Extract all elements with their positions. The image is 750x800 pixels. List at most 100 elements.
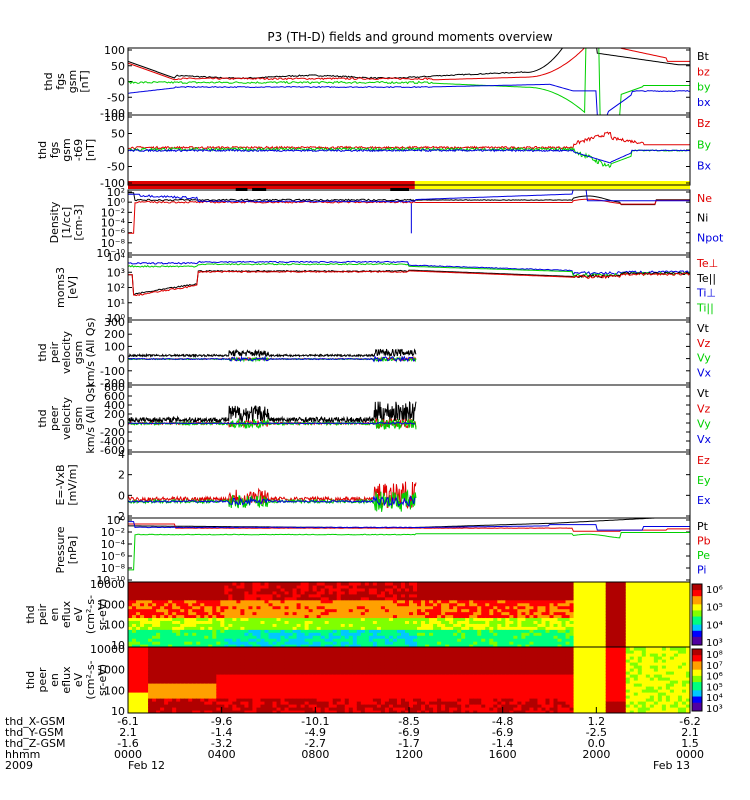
heatmap-cell [152, 659, 157, 663]
heatmap-cell [312, 659, 318, 663]
heatmap-cell [629, 644, 635, 647]
heatmap-cell [597, 599, 603, 604]
heatmap-cell [392, 596, 398, 601]
heatmap-cell [340, 602, 346, 607]
heatmap-cell [140, 638, 145, 642]
heatmap-cell [625, 596, 631, 601]
heatmap-cell [308, 593, 314, 598]
heatmap-cell [240, 582, 246, 586]
heatmap-cell [264, 683, 270, 687]
heatmap-cell [132, 608, 137, 613]
heatmap-cell [316, 623, 322, 627]
heatmap-cell [328, 638, 334, 642]
heatmap-cell [649, 605, 655, 610]
heatmap-cell [232, 671, 237, 675]
heatmap-cell [188, 653, 193, 657]
heatmap-cell [244, 620, 250, 624]
heatmap-cell [665, 620, 671, 624]
heatmap-cell [645, 617, 651, 622]
heatmap-cell [372, 650, 378, 654]
heatmap-cell [284, 701, 290, 705]
heatmap-cell [621, 608, 627, 613]
heatmap-cell [641, 635, 647, 639]
heatmap-cell [569, 644, 575, 647]
heatmap-cell [240, 608, 246, 613]
heatmap-cell [673, 599, 679, 604]
heatmap-cell [392, 698, 398, 702]
heatmap-cell [324, 641, 330, 645]
heatmap-cell [208, 668, 213, 672]
heatmap-cell [204, 638, 209, 642]
heatmap-cell [164, 671, 169, 675]
heatmap-cell [637, 602, 643, 607]
heatmap-cell [633, 602, 639, 607]
heatmap-cell [593, 587, 599, 592]
heatmap-cell [425, 587, 430, 592]
heatmap-cell [589, 635, 595, 639]
heatmap-cell [212, 626, 217, 630]
heatmap-cell [132, 671, 137, 675]
heatmap-cell [521, 617, 527, 622]
heatmap-cell [633, 635, 639, 639]
heatmap-cell [409, 611, 414, 616]
heatmap-cell [292, 620, 298, 624]
heatmap-cell [521, 584, 527, 589]
heatmap-cell [649, 641, 655, 645]
heatmap-cell [573, 590, 579, 595]
heatmap-cell [380, 623, 386, 627]
heatmap-cell [160, 701, 165, 705]
heatmap-cell [517, 593, 522, 598]
heatmap-cell [348, 638, 354, 642]
heatmap-cell [669, 602, 675, 607]
heatmap-cell [256, 683, 262, 687]
heatmap-cell [296, 608, 302, 613]
heatmap-cell [609, 608, 615, 613]
heatmap-cell [172, 602, 177, 607]
heatmap-cell [569, 623, 575, 627]
heatmap-cell [348, 582, 354, 586]
heatmap-cell [621, 617, 627, 622]
heatmap-cell [236, 671, 241, 675]
heatmap-cell [360, 680, 366, 684]
heatmap-cell [324, 695, 330, 699]
heatmap-cell [308, 650, 314, 654]
heatmap-cell [160, 614, 165, 619]
heatmap-cell [429, 608, 434, 613]
heatmap-cell [344, 632, 350, 636]
heatmap-cell [613, 599, 619, 604]
heatmap-cell [521, 623, 527, 627]
heatmap-cell [340, 650, 346, 654]
heatmap-cell [136, 650, 141, 654]
heatmap-cell [312, 590, 318, 595]
heatmap-cell [288, 632, 294, 636]
heatmap-cell [244, 644, 250, 647]
heatmap-cell [396, 656, 402, 660]
heatmap-cell [212, 689, 217, 693]
heatmap-cell [617, 641, 623, 645]
heatmap-cell [421, 596, 426, 601]
heatmap-cell [661, 608, 667, 613]
heatmap-cell [641, 629, 647, 633]
heatmap-cell [136, 614, 141, 619]
heatmap-cell [292, 671, 298, 675]
heatmap-cell [621, 626, 627, 630]
heatmap-cell [404, 599, 410, 604]
heatmap-cell [569, 626, 575, 630]
legend-vt: Vt [697, 322, 710, 335]
heatmap-cell [272, 641, 278, 645]
heatmap-cell [633, 638, 639, 642]
heatmap-cell [453, 632, 458, 636]
heatmap-cell [481, 641, 486, 645]
heatmap-cell [573, 632, 579, 636]
heatmap-cell [400, 620, 406, 624]
heatmap-cell [673, 593, 679, 598]
heatmap-cell [356, 626, 362, 630]
heatmap-cell [617, 632, 623, 636]
heatmap-cell [248, 614, 254, 619]
heatmap-cell [296, 704, 302, 708]
heatmap-cell [264, 629, 270, 633]
heatmap-cell [196, 683, 201, 687]
series-pb [128, 523, 690, 532]
heatmap-cell [316, 599, 322, 604]
heatmap-cell [332, 605, 338, 610]
